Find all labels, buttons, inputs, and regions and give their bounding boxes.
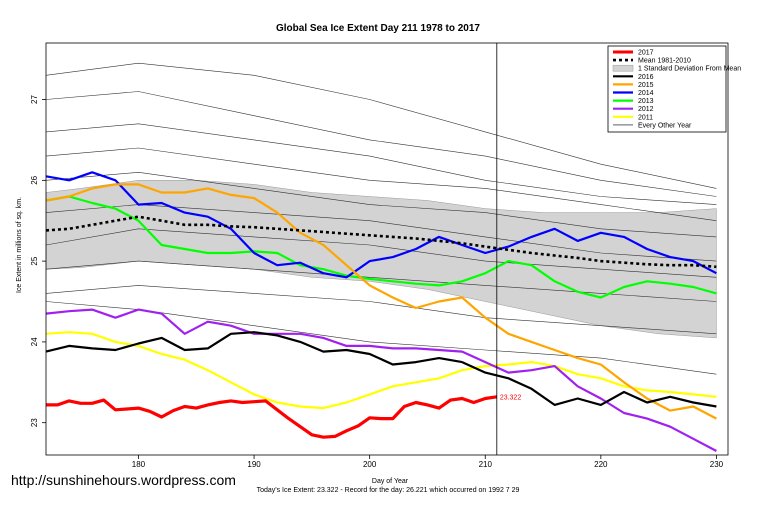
y-tick-label-24: 24 <box>30 337 39 346</box>
x-tick-label-220: 220 <box>594 460 608 469</box>
legend-swatch-std-dev <box>612 64 634 72</box>
other-year-line-4 <box>45 171 717 238</box>
chart-title: Global Sea Ice Extent Day 211 1978 to 20… <box>276 23 480 34</box>
plot-area: 23.322 <box>45 43 717 455</box>
other-year-line-3 <box>45 147 717 221</box>
legend-label-2011: 2011 <box>638 114 653 121</box>
series-line-2013 <box>45 195 717 299</box>
other-year-line-2 <box>45 123 717 205</box>
legend-label-every-other-year: Every Other Year <box>638 122 692 129</box>
x-tick-label-210: 210 <box>479 460 493 469</box>
legend-label-mean-1981-2010: Mean 1981-2010 <box>638 58 691 65</box>
current-value-annotation: 23.322 <box>500 394 522 401</box>
legend-label-2016: 2016 <box>638 74 654 81</box>
legend-label-2017: 2017 <box>638 50 654 57</box>
legend-label-2014: 2014 <box>638 90 654 97</box>
series-line-mean-1981-2010 <box>45 215 717 269</box>
x-tick-label-230: 230 <box>710 460 724 469</box>
y-tick-label-26: 26 <box>30 175 39 184</box>
legend-label-2015: 2015 <box>638 82 654 89</box>
legend-label-2012: 2012 <box>638 106 654 113</box>
y-tick-label-23: 23 <box>30 418 39 427</box>
x-axis-label: Day of Year <box>372 478 409 485</box>
x-tick-label-190: 190 <box>247 460 261 469</box>
y-axis-label: Ice Extent in millions of sq. km. <box>16 197 23 293</box>
other-year-line-0 <box>45 62 717 189</box>
plot-frame <box>45 42 729 456</box>
y-tick-label-25: 25 <box>30 256 39 265</box>
x-tick-label-180: 180 <box>132 460 146 469</box>
other-year-line-6 <box>45 228 717 278</box>
other-year-line-8 <box>45 285 717 335</box>
x-tick-label-200: 200 <box>363 460 377 469</box>
legend-label-2013: 2013 <box>638 98 654 105</box>
series-line-2015 <box>45 183 717 420</box>
other-year-line-7 <box>45 260 717 302</box>
watermark-url: http://sunshinehours.wordpress.com <box>11 472 236 488</box>
footnote: Today's Ice Extent: 23.322 - Record for … <box>257 487 520 494</box>
series-line-2011 <box>45 331 717 410</box>
series-line-2017 <box>46 395 498 439</box>
series-line-2016 <box>45 331 717 408</box>
series-line-2014 <box>45 171 717 279</box>
axes: 180 190 200 210 220 230 23 24 25 26 27 <box>30 42 729 469</box>
series-line-2012 <box>45 308 717 452</box>
other-year-line-1 <box>45 91 717 197</box>
legend-label-std-dev: 1 Standard Deviation From Mean <box>638 66 741 73</box>
y-tick-label-27: 27 <box>30 95 39 104</box>
